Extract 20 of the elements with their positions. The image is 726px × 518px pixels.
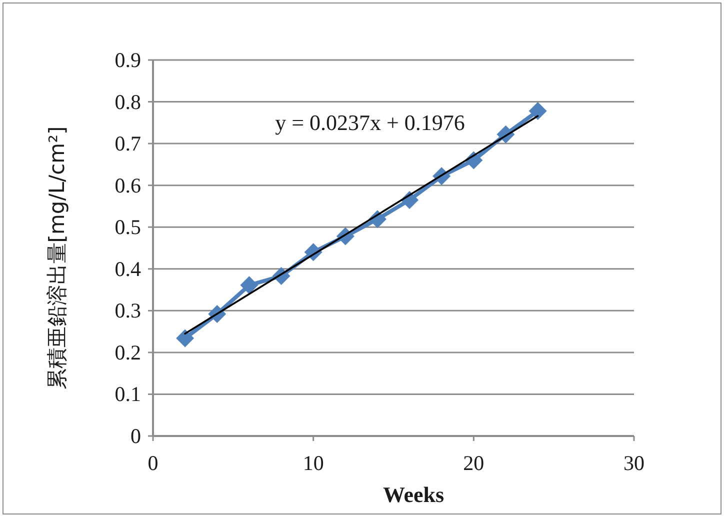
- point: [528, 102, 547, 120]
- annotation: y = 0.0237x + 0.1976: [275, 110, 465, 135]
- y-tick-label: 0.4: [114, 256, 142, 281]
- y-tick-label: 0.6: [114, 173, 141, 198]
- x-tick-label: 10: [302, 451, 324, 475]
- x-tick-label: 0: [148, 451, 158, 475]
- y-tick-label: 0: [130, 424, 141, 448]
- y-tick-label: 0.5: [114, 215, 141, 240]
- y-axis-title: 累積亜鉛溶出量[mg/L/cm²]: [45, 126, 69, 390]
- point: [240, 276, 258, 294]
- y-tick-label: 0.8: [114, 90, 141, 114]
- y-tick-label: 0.2: [114, 340, 141, 364]
- x-tick-label: 20: [463, 451, 484, 475]
- x-axis-title: Weeks: [382, 482, 444, 507]
- y-tick-label: 0.3: [114, 298, 141, 323]
- x-tick-label: 30: [624, 451, 644, 475]
- y-tick-label: 0.1: [114, 382, 141, 406]
- point: [176, 329, 194, 348]
- y-tick-label: 0.9: [114, 48, 141, 72]
- y-tick-label: 0.7: [114, 132, 141, 156]
